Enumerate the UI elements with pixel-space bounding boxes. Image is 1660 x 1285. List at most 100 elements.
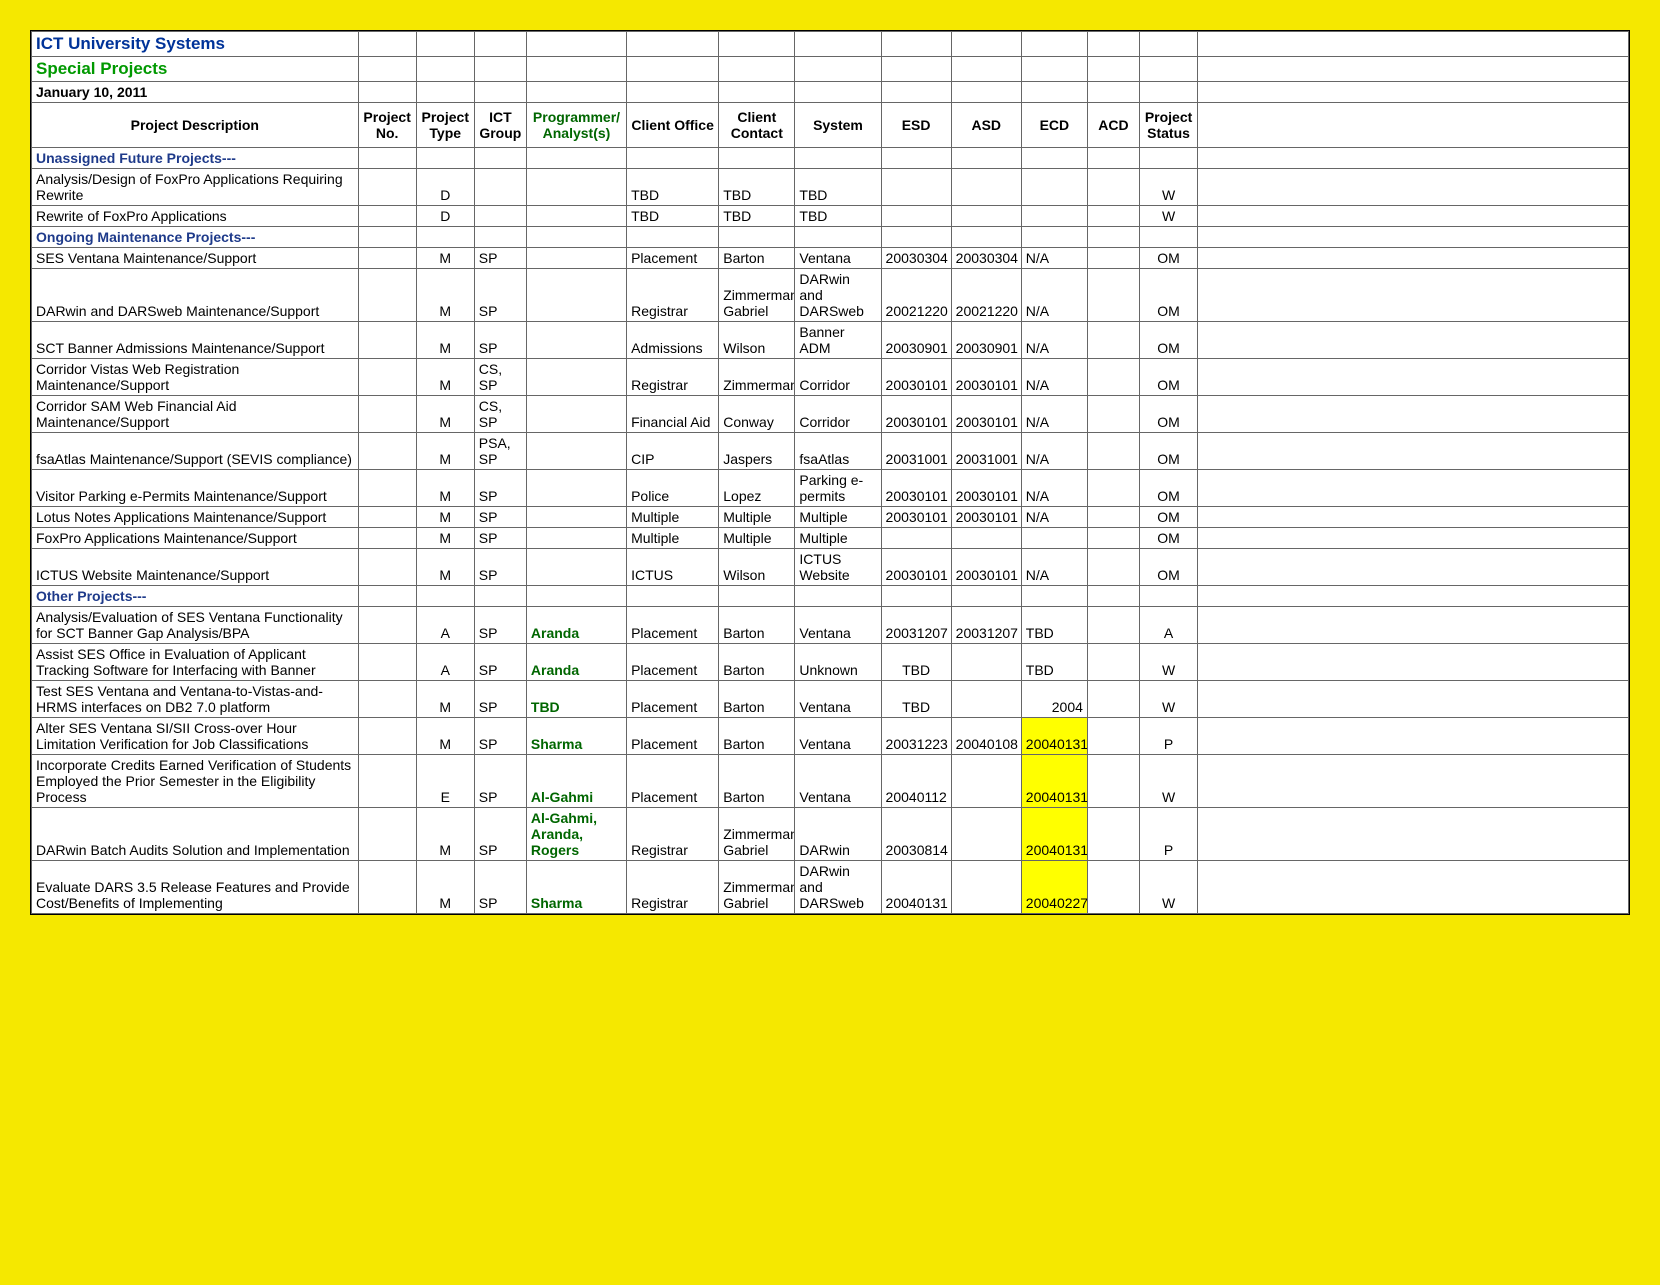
table-row: Lotus Notes Applications Maintenance/Sup… [32,507,1629,528]
cell-asd [951,808,1021,861]
cell-contact: TBD [719,206,795,227]
cell-esd: 20031223 [881,718,951,755]
cell-group: SP [474,470,526,507]
cell-acd [1087,528,1139,549]
cell-ecd: 20040227 [1021,861,1087,914]
cell-acd [1087,755,1139,808]
cell-ecd: N/A [1021,248,1087,269]
spreadsheet-container: ICT University Systems Special Projects … [30,30,1630,915]
cell-system: DARwin and DARSweb [795,861,881,914]
table-row: Alter SES Ventana SI/SII Cross-over Hour… [32,718,1629,755]
cell-contact: Barton [719,644,795,681]
cell-group: SP [474,808,526,861]
cell-group [474,169,526,206]
cell-no [358,718,416,755]
cell-desc: Assist SES Office in Evaluation of Appli… [32,644,359,681]
cell-ecd: N/A [1021,507,1087,528]
cell-ecd: TBD [1021,644,1087,681]
cell-contact: TBD [719,169,795,206]
cell-prog [526,269,626,322]
cell-prog [526,206,626,227]
section-row: Ongoing Maintenance Projects--- [32,227,1629,248]
cell-prog [526,507,626,528]
cell-contact: Multiple [719,528,795,549]
table-row: Corridor SAM Web Financial Aid Maintenan… [32,396,1629,433]
cell-prog [526,322,626,359]
cell-asd [951,206,1021,227]
date-cell: January 10, 2011 [32,82,359,103]
cell-system: Multiple [795,528,881,549]
cell-type: M [416,359,474,396]
cell-prog [526,248,626,269]
title-cell: ICT University Systems [32,32,359,57]
cell-prog [526,470,626,507]
cell-type: M [416,718,474,755]
cell-type: A [416,644,474,681]
cell-prog: Al-Gahmi, Aranda, Rogers [526,808,626,861]
cell-status: W [1140,681,1198,718]
cell-no [358,528,416,549]
cell-asd [951,169,1021,206]
cell-group: SP [474,549,526,586]
cell-group: SP [474,269,526,322]
cell-acd [1087,169,1139,206]
cell-office: Admissions [627,322,719,359]
cell-no [358,681,416,718]
cell-group: SP [474,861,526,914]
cell-status: W [1140,861,1198,914]
cell-asd: 20030101 [951,396,1021,433]
cell-ecd: N/A [1021,433,1087,470]
title-row: ICT University Systems [32,32,1629,57]
cell-prog: Al-Gahmi [526,755,626,808]
cell-asd: 20030101 [951,470,1021,507]
cell-esd: 20031207 [881,607,951,644]
cell-type: M [416,549,474,586]
cell-asd [951,861,1021,914]
cell-ecd: N/A [1021,269,1087,322]
table-row: ICTUS Website Maintenance/SupportMSPICTU… [32,549,1629,586]
section-label: Unassigned Future Projects--- [32,148,359,169]
cell-type: M [416,528,474,549]
cell-office: Placement [627,718,719,755]
cell-acd [1087,269,1139,322]
cell-system: Ventana [795,718,881,755]
table-row: Evaluate DARS 3.5 Release Features and P… [32,861,1629,914]
cell-type: M [416,808,474,861]
cell-contact: Zimmerman Gabriel [719,861,795,914]
table-row: Incorporate Credits Earned Verification … [32,755,1629,808]
cell-ecd [1021,206,1087,227]
cell-status: OM [1140,549,1198,586]
cell-system: TBD [795,169,881,206]
cell-type: D [416,169,474,206]
cell-esd [881,206,951,227]
cell-no [358,808,416,861]
table-row: fsaAtlas Maintenance/Support (SEVIS comp… [32,433,1629,470]
cell-acd [1087,808,1139,861]
cell-prog [526,359,626,396]
cell-status: OM [1140,322,1198,359]
hdr-status: Project Status [1140,103,1198,148]
cell-type: M [416,507,474,528]
cell-no [358,861,416,914]
cell-ecd: N/A [1021,549,1087,586]
cell-ecd: TBD [1021,607,1087,644]
cell-type: M [416,396,474,433]
cell-office: Multiple [627,507,719,528]
cell-desc: FoxPro Applications Maintenance/Support [32,528,359,549]
cell-prog [526,528,626,549]
cell-office: Registrar [627,808,719,861]
cell-system: ICTUS Website [795,549,881,586]
cell-acd [1087,607,1139,644]
cell-type: D [416,206,474,227]
cell-contact: Barton [719,755,795,808]
cell-system: DARwin and DARSweb [795,269,881,322]
table-row: FoxPro Applications Maintenance/Support M… [32,528,1629,549]
hdr-acd: ACD [1087,103,1139,148]
cell-desc: DARwin and DARSweb Maintenance/Support [32,269,359,322]
table-row: Analysis/Design of FoxPro Applications R… [32,169,1629,206]
cell-system: fsaAtlas [795,433,881,470]
cell-no [358,269,416,322]
cell-office: Multiple [627,528,719,549]
cell-group: SP [474,322,526,359]
cell-office: TBD [627,206,719,227]
